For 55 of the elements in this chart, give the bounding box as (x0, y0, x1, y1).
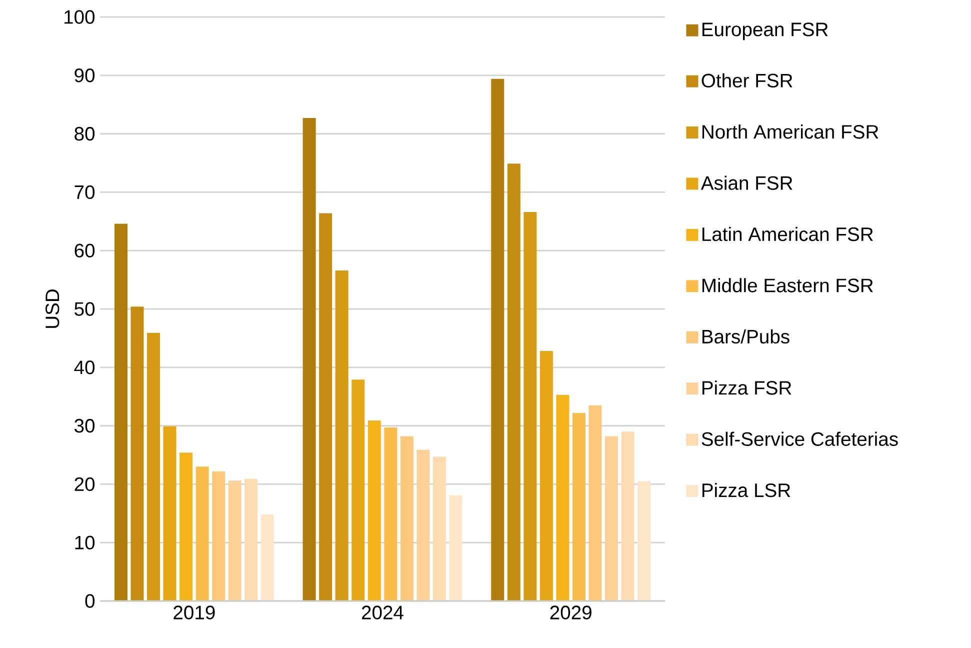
bar (524, 212, 537, 601)
bar (621, 432, 634, 601)
bar (212, 471, 226, 601)
bar (556, 394, 570, 601)
bar (196, 466, 209, 601)
legend-label: Latin American FSR (702, 226, 873, 242)
bar (449, 495, 462, 601)
y-tick-label: 90 (74, 68, 95, 82)
bar (260, 514, 274, 601)
bar (384, 428, 398, 601)
bar (244, 478, 258, 601)
bar (432, 456, 446, 601)
x-tick-label: 2019 (174, 606, 215, 620)
y-tick-label: 70 (74, 185, 95, 200)
y-tick-label: 60 (74, 244, 95, 258)
bar (491, 78, 504, 601)
legend-label: Asian FSR (700, 176, 792, 190)
bar (588, 405, 602, 601)
bar (147, 332, 160, 601)
bar (163, 426, 176, 601)
bar (540, 351, 553, 601)
legend-label: Self-Service Cafeterias (702, 432, 898, 446)
bar (114, 224, 128, 601)
y-tick-label: 80 (74, 126, 95, 141)
bar (368, 420, 381, 601)
legend-label: European FSR (702, 22, 828, 40)
y-tick-label: 20 (74, 477, 95, 492)
bar (180, 452, 193, 601)
y-tick-label: 40 (74, 360, 95, 374)
bar (335, 270, 348, 601)
bar (572, 412, 586, 601)
y-tick-label: 100 (64, 10, 95, 24)
legend-label: North American FSR (702, 124, 878, 139)
bar (302, 118, 316, 601)
legend-label: Pizza FSR (702, 380, 792, 395)
y-tick-label: 50 (74, 302, 95, 316)
bar (507, 164, 520, 601)
bar (319, 213, 332, 601)
bar (130, 306, 144, 601)
y-tick-label: 10 (75, 536, 95, 550)
y-tick-label: 0 (85, 594, 95, 608)
bar (638, 481, 651, 601)
bar (605, 436, 618, 601)
x-tick-label: 2024 (362, 606, 404, 620)
bar (352, 380, 365, 601)
legend-label: Other FSR (702, 73, 792, 88)
legend-label: Bars/Pubs (702, 329, 790, 344)
bar (228, 480, 242, 601)
x-tick-label: 2029 (550, 606, 592, 620)
legend-label: Middle Eastern FSR (702, 278, 873, 292)
y-axis-title: USD (46, 289, 60, 328)
y-tick-label: 30 (74, 418, 95, 433)
bar (400, 436, 414, 601)
legend-label: Pizza LSR (702, 482, 790, 498)
bar (416, 450, 430, 601)
